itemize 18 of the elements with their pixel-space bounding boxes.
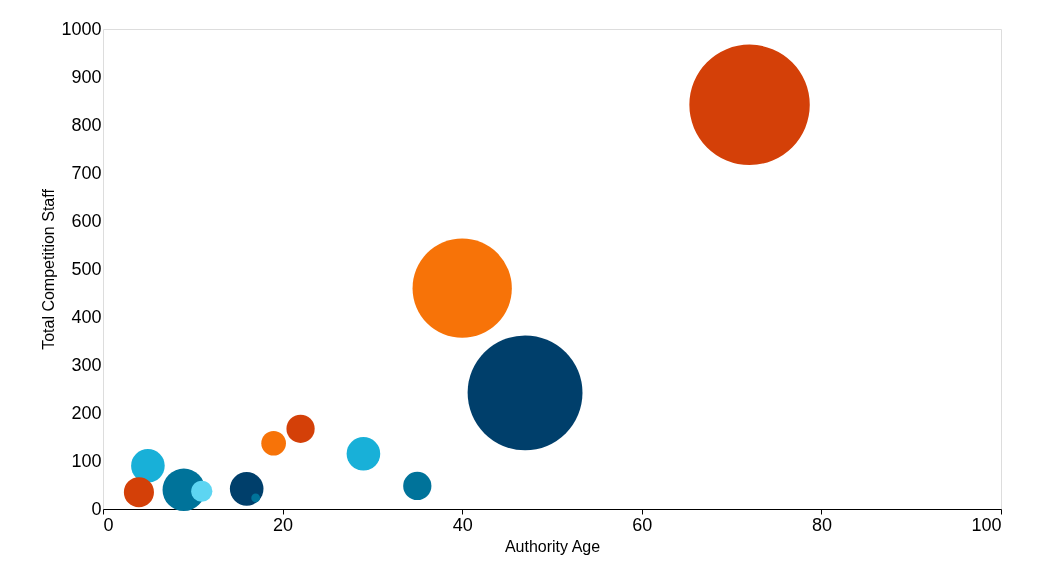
y-tick-label: 900 (71, 66, 102, 87)
y-tick-label: 800 (71, 114, 102, 135)
y-tick-label: 0 (91, 498, 102, 519)
y-axis-title: Total Competition Staff (40, 188, 58, 350)
x-tick-label: 40 (452, 514, 473, 535)
x-tick-label: 80 (811, 514, 832, 535)
y-tick-label: 300 (71, 354, 102, 375)
x-tick-label: 20 (273, 514, 294, 535)
y-tick-label: 100 (71, 450, 102, 471)
y-tick-label: 1000 (61, 18, 102, 39)
y-tick-label: 600 (71, 210, 102, 231)
x-tick-label: 60 (632, 514, 653, 535)
y-tick-label: 500 (71, 258, 102, 279)
x-tick-label: 100 (971, 514, 1002, 535)
x-axis-title: Authority Age (504, 537, 601, 555)
y-tick-label: 200 (71, 402, 102, 423)
y-tick-label: 400 (71, 306, 102, 327)
y-tick-label: 700 (71, 162, 102, 183)
